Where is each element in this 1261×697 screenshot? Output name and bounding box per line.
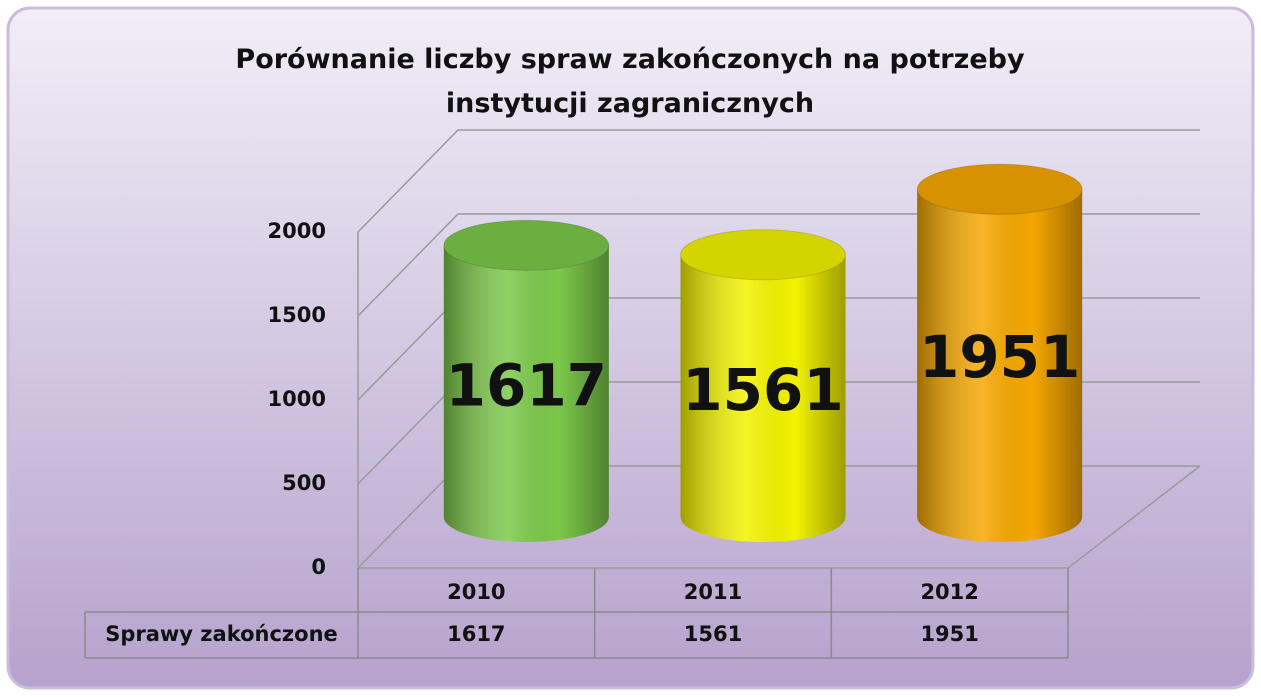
data-label: 1561 (682, 356, 843, 424)
grid-line (357, 129, 1200, 233)
bar-top (443, 219, 610, 271)
bar-top-shade (917, 164, 1083, 215)
data-label: 1617 (446, 351, 607, 419)
chart-title: Porównanie liczby spraw zakończonych na … (235, 44, 1025, 119)
x-tick-label: 2012 (920, 580, 978, 604)
y-tick-label: 1000 (268, 387, 326, 411)
y-tick-label: 1500 (268, 303, 326, 327)
bar-shade (917, 189, 1083, 542)
bar-top (680, 229, 846, 281)
bar-top-shade (680, 229, 846, 280)
table-value: 1617 (447, 622, 505, 646)
bar-top (916, 163, 1083, 215)
bar-shade (443, 245, 609, 542)
y-tick-label: 2000 (268, 219, 326, 243)
x-tick-label: 2011 (684, 580, 742, 604)
table-value: 1561 (684, 622, 742, 646)
data-label: 1951 (919, 323, 1080, 391)
legend-label: Sprawy zakończone (105, 622, 338, 646)
y-tick-label: 500 (282, 471, 326, 495)
bar-top-shade (443, 220, 609, 271)
bar-shade (680, 254, 846, 542)
y-tick-label: 0 (311, 555, 326, 579)
table-value: 1951 (920, 622, 978, 646)
x-tick-label: 2010 (447, 580, 505, 604)
table-grid (84, 568, 1069, 659)
